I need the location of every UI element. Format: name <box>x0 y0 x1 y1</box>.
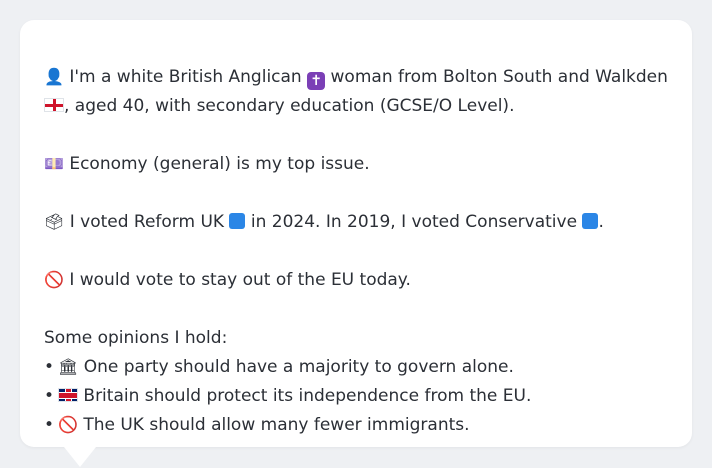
bullet: • <box>44 357 55 377</box>
opinion-item: • 🚫 The UK should allow many fewer immigr… <box>44 411 668 440</box>
spacer <box>44 295 668 324</box>
vote-text-3: . <box>598 212 604 232</box>
opinion-item: • Britain should protect its independenc… <box>44 382 668 411</box>
no-entry-icon: 🚫 <box>44 270 64 289</box>
bullet: • <box>44 386 55 406</box>
identity-text-3: , aged 40, with secondary education (GCS… <box>64 96 515 116</box>
identity-line-2: , aged 40, with secondary education (GCS… <box>44 92 668 121</box>
conservative-color-square-icon <box>582 213 599 229</box>
identity-text-1: I'm a white British Anglican <box>69 67 302 87</box>
top-issue-line: 💷 Economy (general) is my top issue. <box>44 150 668 179</box>
eu-line: 🚫 I would vote to stay out of the EU tod… <box>44 266 668 295</box>
uk-flag-icon <box>58 388 78 402</box>
eu-text: I would vote to stay out of the EU today… <box>69 270 411 290</box>
opinion-text: One party should have a majority to gove… <box>83 357 514 377</box>
opinion-text: The UK should allow many fewer immigrant… <box>83 415 470 435</box>
currency-banknote-icon: 💷 <box>44 154 64 173</box>
opinion-item: • 🏛 One party should have a majority to g… <box>44 353 668 382</box>
no-entry-icon: 🚫 <box>58 415 78 434</box>
vote-text-1: I voted Reform UK <box>69 212 225 232</box>
person-silhouette-icon: 👤 <box>44 67 64 86</box>
spacer <box>44 237 668 266</box>
spacer <box>44 121 668 150</box>
reform-uk-color-square-icon <box>229 213 246 229</box>
top-issue-text: Economy (general) is my top issue. <box>69 154 370 174</box>
identity-line: 👤 I'm a white British Anglican ✝ woman f… <box>44 63 668 92</box>
spacer <box>44 179 668 208</box>
classical-building-icon: 🏛 <box>58 357 79 376</box>
bullet: • <box>44 415 55 435</box>
latin-cross-icon: ✝ <box>307 72 326 90</box>
vote-line: 🗳 I voted Reform UK in 2024. In 2019, I … <box>44 208 668 237</box>
england-flag-icon <box>44 98 64 112</box>
vote-text-2: in 2024. In 2019, I voted Conservative <box>250 212 578 232</box>
identity-text-2: woman from Bolton South and Walkden <box>330 67 668 87</box>
opinion-text: Britain should protect its independence … <box>83 386 532 406</box>
persona-card: 👤 I'm a white British Anglican ✝ woman f… <box>20 20 692 467</box>
speech-bubble-tail <box>64 447 96 467</box>
opinions-heading: Some opinions I hold: <box>44 328 228 348</box>
ballot-box-icon: 🗳 <box>44 212 65 231</box>
